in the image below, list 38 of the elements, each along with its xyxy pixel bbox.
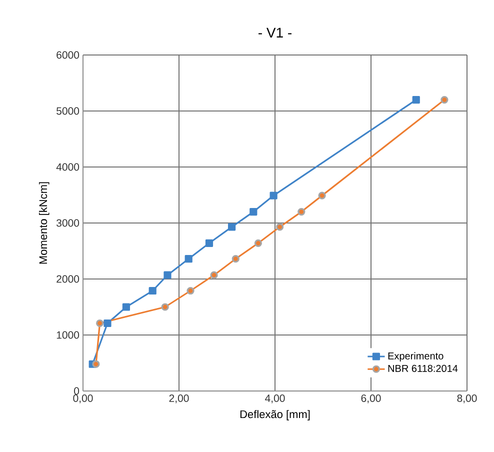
point: [205, 239, 214, 247]
x-tick-label: 8,00: [457, 394, 477, 404]
point: [250, 208, 258, 216]
x-tick-label: 0,00: [73, 394, 93, 404]
point: [96, 319, 104, 328]
point: [228, 223, 236, 231]
legend-label: Experimento: [388, 352, 444, 362]
y-tick-label: 3000: [56, 219, 80, 227]
point: [440, 96, 448, 104]
x-axis-title: Deflexão [mm]: [240, 410, 310, 420]
point: [276, 223, 284, 231]
y-tick-label: 0: [74, 387, 80, 395]
chart-title: - V1 -: [258, 28, 292, 38]
y-tick-label: 1000: [56, 331, 80, 339]
point: [104, 319, 112, 328]
point: [164, 271, 172, 279]
point: [232, 255, 240, 263]
point: [210, 271, 218, 279]
y-tick-label: 4000: [56, 163, 80, 171]
point: [254, 239, 262, 247]
y-tick-label: 2000: [56, 275, 80, 283]
x-tick-label: 6,00: [361, 394, 381, 404]
point: [92, 360, 100, 368]
point: [122, 303, 130, 311]
x-tick-label: 2,00: [169, 394, 189, 404]
x-tick-label: 4,00: [265, 394, 285, 404]
point: [184, 255, 192, 263]
point: [412, 96, 420, 104]
y-tick-label: 5000: [56, 107, 80, 115]
point: [298, 208, 306, 216]
legend-label: NBR 6118:2014: [388, 364, 458, 372]
y-tick-label: 6000: [56, 51, 80, 59]
point: [148, 286, 156, 295]
point: [318, 192, 326, 200]
point: [186, 286, 194, 295]
point: [161, 303, 169, 311]
y-axis-title: Momento [kNcm]: [38, 182, 50, 264]
point: [270, 192, 278, 200]
